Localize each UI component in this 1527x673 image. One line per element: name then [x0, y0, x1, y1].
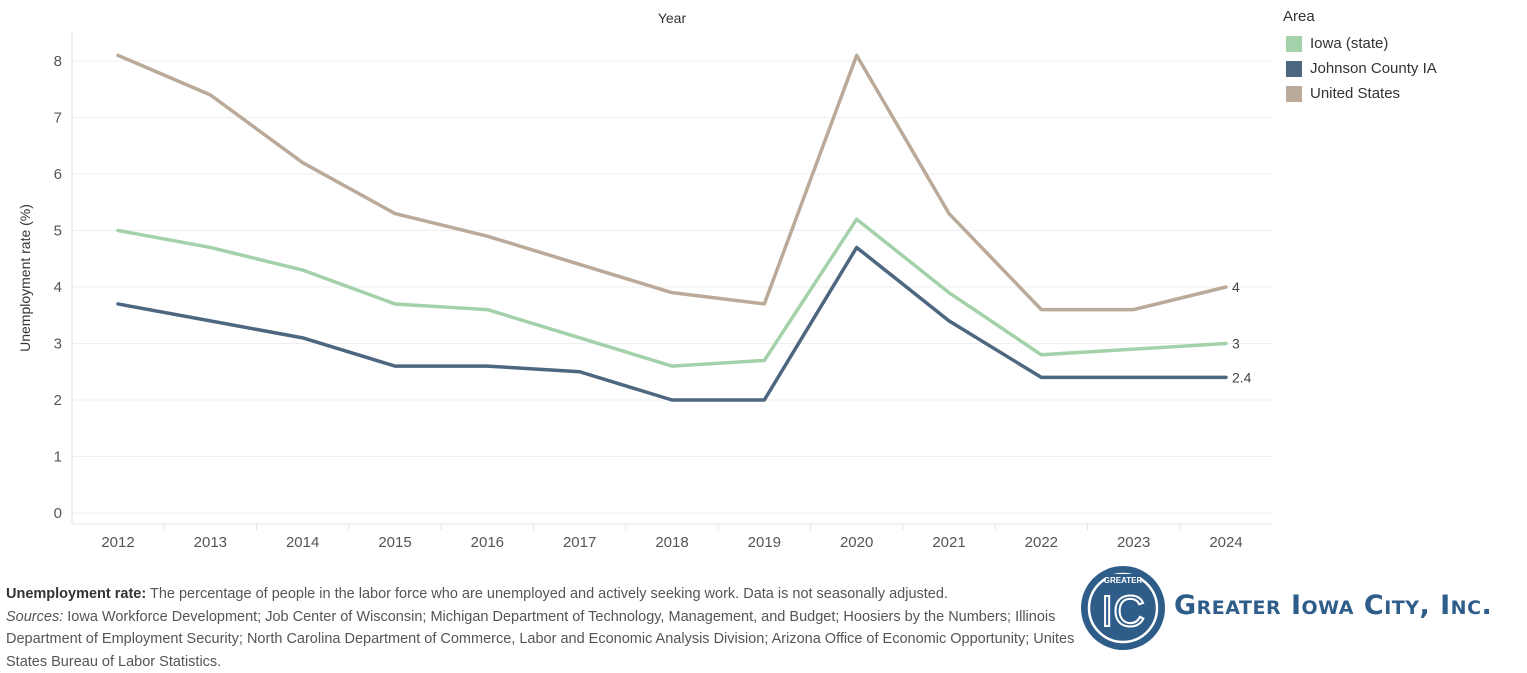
end-label-johnson-county-ia: 2.4	[1232, 369, 1252, 385]
x-tick-label-2022: 2022	[1025, 534, 1058, 551]
series-line-johnson-county-ia[interactable]	[116, 245, 1228, 402]
line-chart: 0 1 2 3 4 5 6 7 8 2012 2013 2014 2015 2016 2017 2018 201…	[17, 10, 1272, 551]
greater-iowa-city-logo: GREATER IC Greater Iowa City, Inc.	[1078, 562, 1527, 654]
y-tick-label-1: 1	[54, 449, 62, 466]
x-tick-label-2021: 2021	[932, 534, 965, 551]
y-axis-title: Unemployment rate (%)	[17, 204, 33, 352]
y-tick-label-4: 4	[54, 279, 62, 296]
series-line-iowa-state[interactable]	[116, 217, 1228, 368]
legend-label-johnson-county: Johnson County IA	[1310, 60, 1437, 77]
x-tick-label-2020: 2020	[840, 534, 873, 551]
x-tick-label-2023: 2023	[1117, 534, 1150, 551]
end-label-iowa-state: 3	[1232, 336, 1240, 352]
y-tick-label-5: 5	[54, 223, 62, 240]
x-tick-label-2017: 2017	[563, 534, 596, 551]
y-tick-label-8: 8	[54, 53, 62, 70]
footnote-definition-text: The percentage of people in the labor fo…	[146, 586, 948, 602]
y-tick-label-2: 2	[54, 392, 62, 409]
logo-name: Greater Iowa City, Inc.	[1174, 590, 1493, 621]
legend-label-united-states: United States	[1310, 85, 1401, 102]
x-tick-label-2018: 2018	[655, 534, 688, 551]
series-line-united-states[interactable]	[116, 53, 1228, 312]
x-axis-title: Year	[658, 10, 687, 26]
legend-item-johnson-county[interactable]: Johnson County IA	[1283, 56, 1437, 81]
legend-title: Area	[1283, 8, 1315, 25]
y-tick-label-0: 0	[54, 505, 62, 522]
x-tick-label-2024: 2024	[1209, 534, 1242, 551]
legend-item-iowa[interactable]: Iowa (state)	[1283, 31, 1437, 56]
badge-letters: IC	[1101, 587, 1145, 636]
footnote-sources-text: Iowa Workforce Development; Job Center o…	[6, 608, 1075, 670]
legend-label-iowa: Iowa (state)	[1310, 35, 1389, 52]
legend-swatch-united-states	[1286, 85, 1302, 102]
x-tick-label-2012: 2012	[101, 534, 134, 551]
legend-swatch-iowa	[1286, 35, 1302, 52]
ic-badge-icon: GREATER IC	[1081, 566, 1165, 650]
x-tick-label-2015: 2015	[378, 534, 411, 551]
legend-item-united-states[interactable]: United States	[1283, 81, 1437, 106]
footnote-definition-term: Unemployment rate:	[6, 586, 147, 602]
x-tick-label-2013: 2013	[194, 534, 227, 551]
badge-top-text: GREATER	[1104, 576, 1143, 585]
footnote-sources-label: Sources:	[6, 608, 64, 625]
end-label-united-states: 4	[1232, 279, 1240, 295]
legend-swatch-johnson-county	[1286, 60, 1302, 77]
y-tick-label-3: 3	[54, 336, 62, 353]
footnote: Unemployment rate: The percentage of peo…	[6, 583, 1076, 673]
y-tick-label-6: 6	[54, 166, 62, 183]
x-tick-label-2019: 2019	[748, 534, 781, 551]
x-tick-label-2014: 2014	[286, 534, 319, 551]
x-tick-label-2016: 2016	[471, 534, 504, 551]
y-tick-label-7: 7	[54, 110, 62, 127]
legend: Area Iowa (state) Johnson County IA Unit…	[1283, 8, 1437, 106]
